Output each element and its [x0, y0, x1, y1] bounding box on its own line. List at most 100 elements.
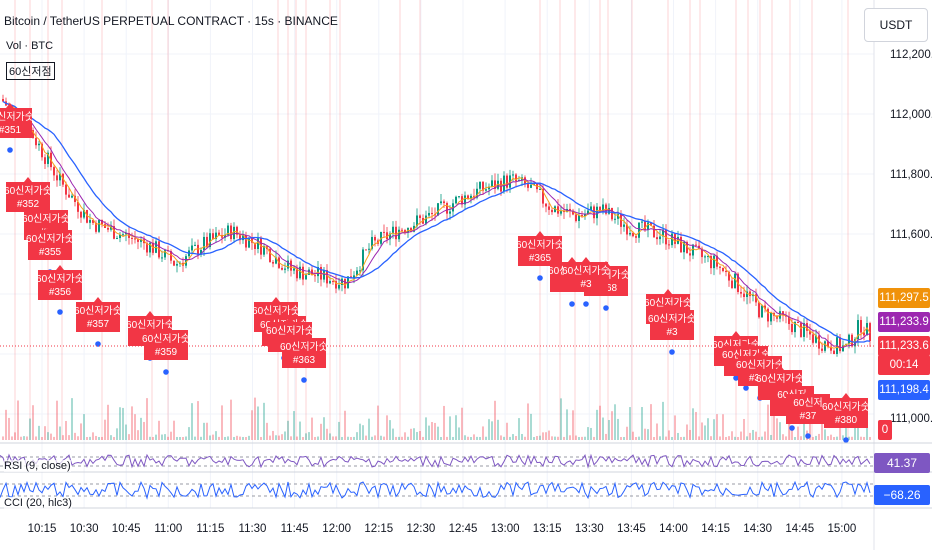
- volume-bar: [254, 397, 256, 440]
- candle-body: [539, 188, 541, 190]
- candle-body: [530, 184, 532, 188]
- signal-label[interactable]: 60신저가숫 #356: [36, 265, 84, 300]
- signal-label[interactable]: 60신저가숫 #352: [4, 177, 52, 212]
- volume-bar: [356, 432, 358, 440]
- volume-bar: [860, 436, 862, 440]
- volume-bar: [629, 407, 631, 440]
- volume-bar: [155, 434, 157, 440]
- signal-label-text: 60신저가숫: [36, 273, 84, 285]
- volume-bar: [311, 417, 313, 440]
- volume-bar: [617, 418, 619, 440]
- volume-bar: [188, 427, 190, 440]
- volume-bar: [2, 436, 4, 440]
- candle-body: [497, 180, 499, 189]
- candle-body: [485, 189, 487, 191]
- volume-bar: [542, 432, 544, 440]
- signal-label-bg: [38, 265, 82, 300]
- volume-bar: [827, 436, 829, 440]
- candle-body: [92, 220, 94, 223]
- signal-label[interactable]: 60신저가숫 #3: [562, 257, 610, 292]
- volume-bar: [320, 423, 322, 440]
- volume-bar: [263, 402, 265, 440]
- volume-legend[interactable]: Vol · BTC: [6, 40, 54, 52]
- volume-bar: [623, 436, 625, 440]
- volume-bar: [509, 436, 511, 440]
- price-axis-ticks: 112,200.0 112,000.0 111,800.0 111,600.0 …: [890, 49, 932, 425]
- volume-bar: [416, 431, 418, 440]
- candle-body: [38, 143, 40, 146]
- symbol-title[interactable]: Bitcoin / TetherUS PERPETUAL CONTRACT · …: [4, 14, 338, 28]
- candle-body: [161, 257, 163, 259]
- volume-bar: [566, 409, 568, 440]
- candle-body: [542, 188, 544, 204]
- volume-bar: [65, 420, 67, 440]
- signal-label[interactable]: 60신저가숫 #357: [74, 297, 122, 332]
- candle-body: [602, 204, 604, 212]
- volume-bar: [233, 436, 235, 440]
- volume-bar: [824, 429, 826, 440]
- candle-body: [71, 195, 73, 198]
- rsi-label[interactable]: RSI (9, close): [4, 460, 71, 472]
- volume-bar: [590, 427, 592, 440]
- volume-bar: [479, 436, 481, 440]
- candle-body: [569, 208, 571, 211]
- volume-bar: [149, 436, 151, 440]
- candle-body: [860, 320, 862, 333]
- candle-body: [659, 236, 661, 240]
- signal-dot: [583, 301, 589, 307]
- signal-label[interactable]: 60신저가숫 #363: [280, 333, 328, 368]
- time-tick: 13:45: [617, 523, 646, 535]
- signal-label[interactable]: 60신저가숫 #365: [516, 231, 564, 266]
- volume-bar: [101, 436, 103, 440]
- volume-bar: [710, 436, 712, 440]
- candle-body: [359, 270, 361, 272]
- candle-body: [293, 268, 295, 271]
- indicator-legend[interactable]: 60신저점: [6, 62, 55, 80]
- candle-body: [263, 246, 265, 255]
- volume-bar: [602, 417, 604, 440]
- time-tick: 14:00: [659, 523, 688, 535]
- signal-label[interactable]: 60신저가숫 #355: [26, 225, 74, 260]
- volume-bar: [359, 423, 361, 440]
- candle-body: [455, 196, 457, 204]
- cci-pane[interactable]: [0, 480, 874, 500]
- candle-body: [59, 173, 61, 181]
- volume-bar: [314, 436, 316, 440]
- volume-bar: [668, 430, 670, 440]
- volume-bar: [575, 435, 577, 440]
- signal-label[interactable]: 60신저 #37: [786, 389, 830, 424]
- candle-body: [56, 175, 58, 181]
- volume-bar: [8, 417, 10, 440]
- signal-label[interactable]: 60신저가숫 #3: [648, 305, 696, 340]
- cci-label[interactable]: CCI (20, hlc3): [4, 497, 72, 509]
- volume-bar: [785, 436, 787, 440]
- candle-body: [212, 233, 214, 239]
- candle-body: [200, 250, 202, 255]
- volume-bar: [722, 414, 724, 440]
- signal-label[interactable]: 60신저가숫 #351: [0, 103, 34, 138]
- volume-bar: [236, 435, 238, 440]
- signal-label-text: 60신저가숫: [644, 297, 692, 309]
- candle-body: [506, 175, 508, 188]
- volume-bar: [821, 418, 823, 440]
- currency-button[interactable]: USDT: [864, 8, 928, 42]
- candle-body: [194, 244, 196, 246]
- signal-label[interactable]: 60신저가숫 #359: [142, 325, 190, 360]
- volume-bar: [332, 436, 334, 440]
- volume-bar: [116, 428, 118, 440]
- volume-bar: [452, 436, 454, 440]
- volume-bar: [203, 422, 205, 440]
- volume-bar: [587, 427, 589, 440]
- rsi-pane[interactable]: [0, 453, 874, 469]
- candle-body: [149, 242, 151, 253]
- candle-body: [353, 275, 355, 279]
- signal-label[interactable]: 60신저가숫 #380: [822, 393, 870, 428]
- volume-bar: [92, 432, 94, 440]
- signal-labels[interactable]: 60신저가숫#351 60신저가숫#352 60신저가숫#3 60신저가숫#355 60…: [0, 103, 870, 428]
- volume-bar: [776, 418, 778, 440]
- candle-body: [563, 211, 565, 213]
- rsi-line: [0, 453, 871, 469]
